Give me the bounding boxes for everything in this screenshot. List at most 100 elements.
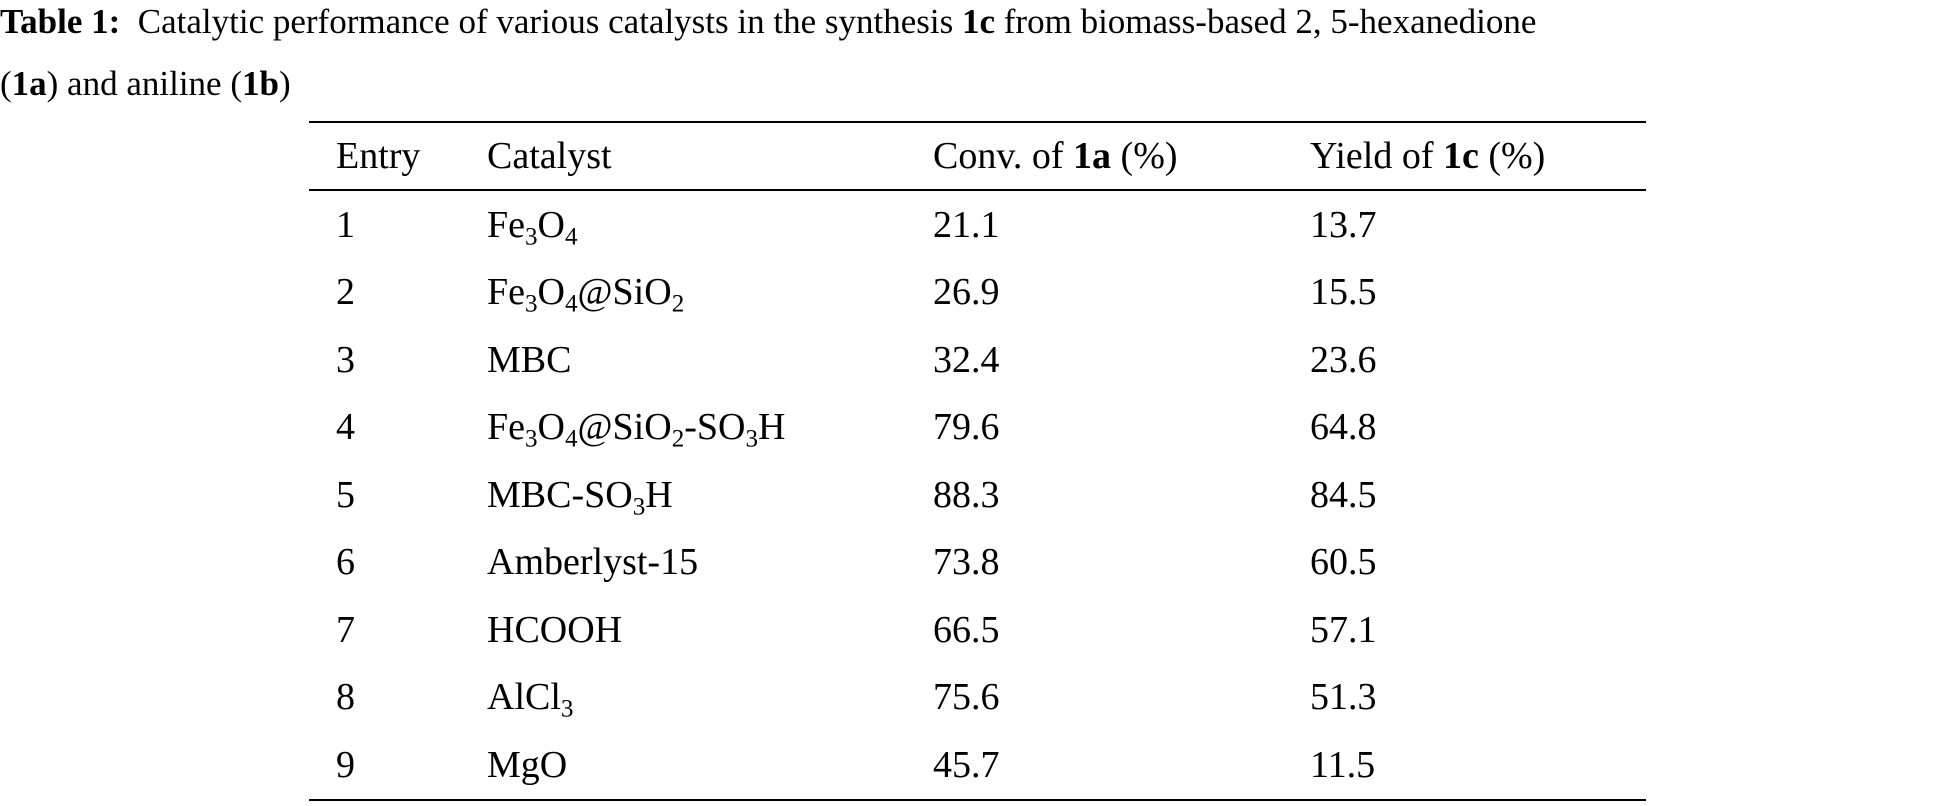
header-yield-suffix: (%) xyxy=(1478,135,1546,177)
caption-line-1: Table 1: Catalytic performance of variou… xyxy=(0,0,1954,53)
table-row: 3 MBC 32.4 23.6 xyxy=(309,326,1646,394)
caption-bold-3: 1b xyxy=(242,64,279,103)
table-header-rule xyxy=(309,189,1646,191)
caption-line-2: (1a) and aniline (1b) xyxy=(0,53,1954,115)
cell-yield: 15.5 xyxy=(1310,271,1377,314)
caption-bold-2: 1a xyxy=(11,64,47,103)
header-entry: Entry xyxy=(336,135,421,177)
table-caption: Table 1: Catalytic performance of variou… xyxy=(0,0,1954,115)
table-row: 7 HCOOH 66.5 57.1 xyxy=(309,596,1646,664)
cell-yield: 84.5 xyxy=(1310,473,1377,516)
cell-catalyst: AlCl3 xyxy=(487,675,933,722)
cell-entry: 8 xyxy=(336,676,355,719)
catalyst-text: O xyxy=(537,271,565,314)
cell-yield: 23.6 xyxy=(1310,338,1377,381)
caption-text-3: ) and aniline ( xyxy=(46,64,242,103)
table-row: 9 MgO 45.7 11.5 xyxy=(309,731,1646,799)
catalyst-text: Fe xyxy=(487,203,525,246)
table-bottom-rule xyxy=(309,798,1646,801)
catalyst-text: Fe xyxy=(487,406,525,449)
cell-conversion: 73.8 xyxy=(933,541,1000,584)
table-row: 1 Fe3O4 21.1 13.7 xyxy=(309,191,1646,259)
header-yield-prefix: Yield of xyxy=(1310,135,1443,177)
header-catalyst: Catalyst xyxy=(487,135,612,177)
cell-conversion: 79.6 xyxy=(933,406,1000,449)
header-conversion: Conv. of 1a (%) xyxy=(933,134,1310,178)
caption-open-paren: ( xyxy=(0,64,12,103)
cell-conversion: 21.1 xyxy=(933,203,1000,246)
catalyst-text: -SO xyxy=(684,406,746,449)
cell-conversion: 26.9 xyxy=(933,271,1000,314)
catalyst-subscript: 3 xyxy=(632,493,646,521)
cell-catalyst: HCOOH xyxy=(487,608,933,652)
cell-catalyst: MgO xyxy=(487,743,933,787)
catalyst-text: Fe xyxy=(487,271,525,314)
header-yield-bold: 1c xyxy=(1442,135,1479,177)
catalyst-subscript: 2 xyxy=(671,425,685,453)
table-top-rule xyxy=(309,121,1646,123)
catalyst-subscript: 3 xyxy=(745,425,759,453)
cell-yield: 51.3 xyxy=(1310,676,1377,719)
header-yield: Yield of 1c (%) xyxy=(1310,134,1646,178)
cell-entry: 4 xyxy=(336,406,355,449)
catalyst-text: AlCl xyxy=(487,676,561,719)
table-header-row: Entry Catalyst Conv. of 1a (%) Yield of … xyxy=(309,123,1646,189)
cell-catalyst: Fe3O4 xyxy=(487,203,933,251)
cell-yield: 13.7 xyxy=(1310,203,1377,246)
cell-yield: 64.8 xyxy=(1310,406,1377,449)
header-conv-bold: 1a xyxy=(1073,135,1112,177)
caption-bold-1: 1c xyxy=(961,2,996,41)
catalyst-text: Amberlyst-15 xyxy=(487,541,699,584)
catalyst-text: H xyxy=(758,406,786,449)
header-conv-prefix: Conv. of xyxy=(933,135,1074,177)
cell-entry: 1 xyxy=(336,203,355,246)
table-body: 1 Fe3O4 21.1 13.7 2 Fe3O4@SiO2 26.9 15.5 3 MBC 32.… xyxy=(309,191,1646,799)
catalyst-text: O xyxy=(537,406,565,449)
catalyst-subscript: 3 xyxy=(525,223,538,251)
caption-text-4: ) xyxy=(278,64,291,103)
catalyst-text: @SiO xyxy=(577,271,672,314)
catalyst-text: O xyxy=(537,203,565,246)
caption-label: Table 1: xyxy=(0,2,121,41)
cell-conversion: 32.4 xyxy=(933,338,1000,381)
cell-conversion: 75.6 xyxy=(933,676,1000,719)
table-row: 8 AlCl3 75.6 51.3 xyxy=(309,664,1646,732)
cell-catalyst: Amberlyst-15 xyxy=(487,540,933,584)
cell-catalyst: MBC xyxy=(487,338,933,382)
table-row: 6 Amberlyst-15 73.8 60.5 xyxy=(309,529,1646,597)
cell-conversion: 88.3 xyxy=(933,473,1000,516)
cell-catalyst: MBC-SO3H xyxy=(487,473,933,521)
caption-text-2: from biomass-based 2, 5-hexanedione xyxy=(995,2,1537,41)
catalyst-text: MBC-SO xyxy=(487,473,633,516)
catalyst-text: MBC xyxy=(487,338,572,381)
catalyst-subscript: 3 xyxy=(525,290,538,318)
cell-entry: 6 xyxy=(336,541,355,584)
cell-entry: 2 xyxy=(336,271,355,314)
catalyst-text: MgO xyxy=(487,743,568,786)
header-conv-suffix: (%) xyxy=(1111,135,1178,177)
table-row: 5 MBC-SO3H 88.3 84.5 xyxy=(309,461,1646,529)
catalyst-subscript: 3 xyxy=(525,425,538,453)
cell-catalyst: Fe3O4@SiO2 xyxy=(487,270,933,317)
cell-entry: 7 xyxy=(336,608,355,651)
results-table: Entry Catalyst Conv. of 1a (%) Yield of … xyxy=(309,121,1646,801)
catalyst-text: HCOOH xyxy=(487,608,623,651)
catalyst-text: H xyxy=(645,473,673,516)
table-row: 2 Fe3O4@SiO2 26.9 15.5 xyxy=(309,259,1646,327)
cell-yield: 60.5 xyxy=(1310,541,1377,584)
cell-entry: 3 xyxy=(336,338,355,381)
table-row: 4 Fe3O4@SiO2-SO3H 79.6 64.8 xyxy=(309,394,1646,462)
cell-entry: 9 xyxy=(336,743,355,786)
cell-conversion: 66.5 xyxy=(933,608,1000,651)
catalyst-subscript: 3 xyxy=(560,695,574,723)
cell-yield: 11.5 xyxy=(1310,743,1376,786)
caption-text-1: Catalytic performance of various catalys… xyxy=(137,2,962,41)
catalyst-subscript: 2 xyxy=(671,290,685,318)
catalyst-subscript: 4 xyxy=(565,425,578,453)
catalyst-text: @SiO xyxy=(577,406,672,449)
catalyst-subscript: 4 xyxy=(565,290,578,318)
cell-catalyst: Fe3O4@SiO2-SO3H xyxy=(487,405,933,452)
cell-yield: 57.1 xyxy=(1310,608,1377,651)
cell-entry: 5 xyxy=(336,473,355,516)
cell-conversion: 45.7 xyxy=(933,743,1000,786)
